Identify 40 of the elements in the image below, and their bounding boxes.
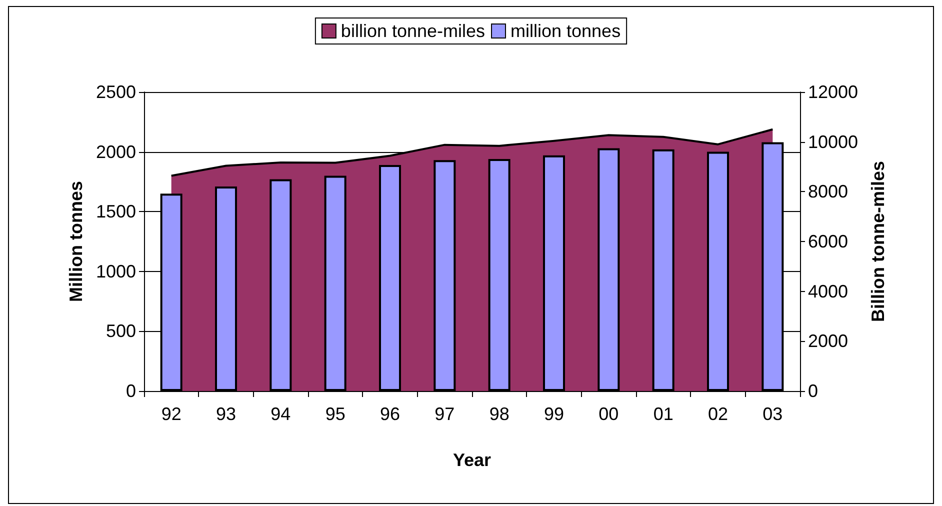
y-tick-label: 1500 [96,202,136,222]
bar [488,158,510,391]
x-tick-label: 92 [161,404,182,424]
x-tick-label: 95 [325,404,346,424]
bar [598,148,620,391]
x-tick-label: 94 [270,404,291,424]
bar [543,155,565,391]
bar [270,179,292,391]
bar [379,164,401,391]
y-tick-label: 0 [126,381,136,401]
x-tick-label: 00 [598,404,619,424]
y-tick-label: 2500 [96,82,136,102]
x-tick-label: 03 [762,404,783,424]
y-tick-label: 500 [106,321,136,342]
bar [707,152,729,391]
bar [215,186,237,391]
x-tick-label: 01 [653,404,674,424]
y2-tick-label: 2000 [808,331,848,352]
x-tick-label: 98 [489,404,510,424]
legend-label: million tonnes [510,21,621,41]
bar [652,149,674,391]
x-tick-label: 97 [434,404,455,424]
y-axis-title: Million tonnes [66,181,86,302]
y2-tick-label: 8000 [808,182,848,202]
x-tick-label: 93 [216,404,236,424]
y2-axis-title: Billion tonne-miles [868,160,888,322]
y2-tick-label: 4000 [808,281,848,302]
bar [434,160,456,391]
y2-tick-label: 6000 [808,232,848,252]
x-tick-label: 96 [380,404,400,424]
x-axis-title: Year [452,450,492,470]
y2-tick-label: 12000 [808,82,858,102]
x-tick-label: 02 [708,404,728,424]
x-tick-label: 99 [544,404,564,424]
bar [324,176,346,391]
legend-label: billion tonne-miles [340,21,486,41]
y-tick-label: 2000 [96,142,136,162]
y2-tick-label: 0 [808,381,818,401]
y2-tick-label: 10000 [808,132,858,152]
y-tick-label: 1000 [96,261,136,282]
